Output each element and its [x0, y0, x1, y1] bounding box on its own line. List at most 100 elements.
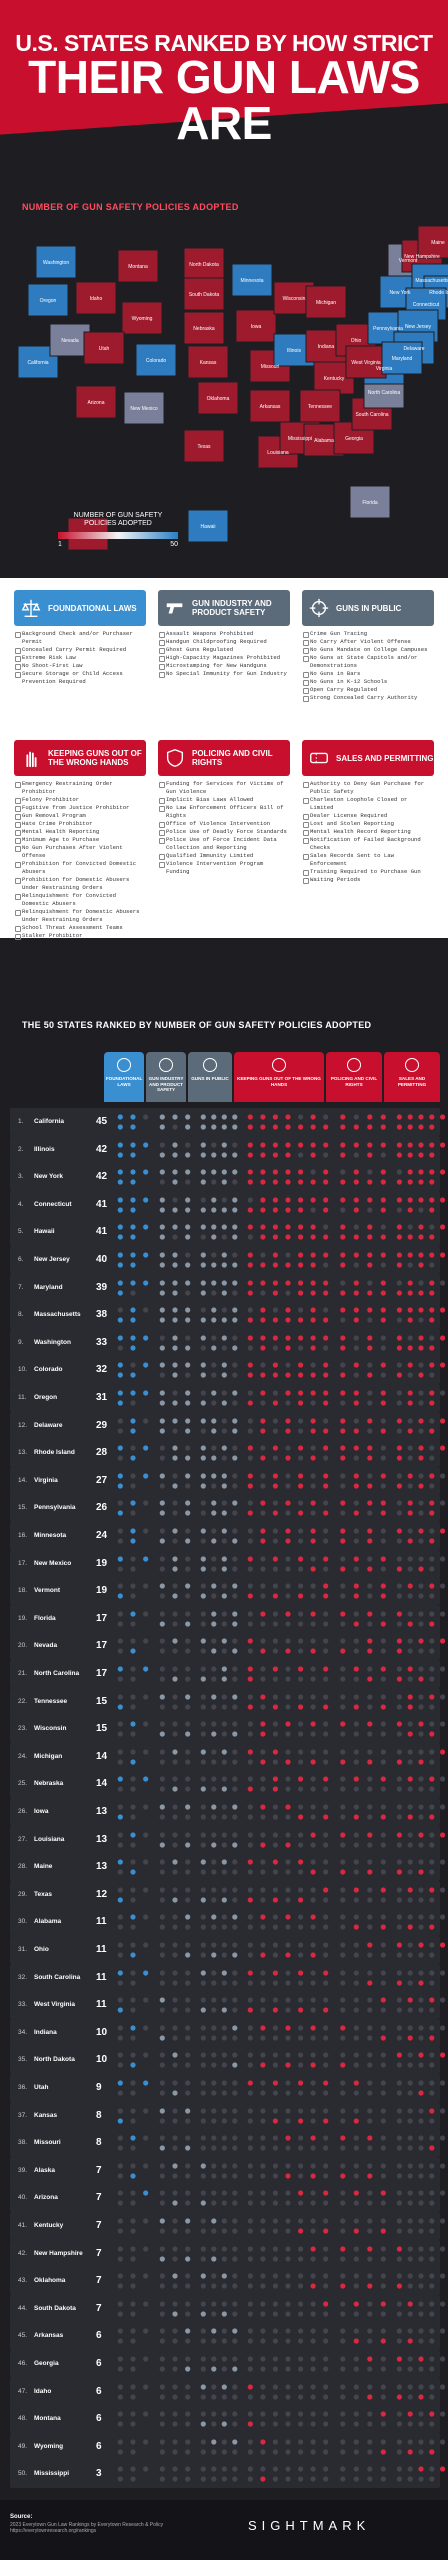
policy-dot — [272, 2449, 278, 2455]
policy-dot — [380, 1887, 386, 1893]
policy-dot — [353, 1427, 359, 1434]
policy-dot — [211, 2283, 217, 2289]
policy-dot — [285, 1565, 291, 1572]
policy-dot — [172, 1500, 178, 1506]
policy-dot — [418, 2476, 424, 2482]
policy-dot — [429, 1335, 435, 1341]
table-row: 12. Delaware 29 — [10, 1411, 446, 1440]
policy-dot — [380, 1335, 386, 1341]
policy-dot — [285, 1721, 291, 1727]
policy-dot — [172, 1749, 178, 1755]
state-label: Wyoming — [132, 316, 153, 322]
policy-count: 3 — [96, 2468, 102, 2480]
policy-dot — [172, 1455, 178, 1461]
policy-dot — [211, 1749, 217, 1755]
policy-dot — [221, 1400, 227, 1406]
policy-dot — [367, 2421, 373, 2427]
policy-dot — [130, 2466, 136, 2472]
policy-dot — [353, 1887, 359, 1893]
policy-dot — [380, 2218, 386, 2224]
policy-dot — [247, 2476, 253, 2482]
policy-dot — [200, 1390, 206, 1396]
policy-dot — [143, 1445, 149, 1451]
policy-dot — [247, 1979, 253, 1986]
policy-dots — [117, 1252, 446, 1268]
policy-dot — [310, 1169, 316, 1175]
policy-dot — [172, 1814, 178, 1820]
state-name: Idaho — [34, 2387, 52, 2395]
policy-dot — [367, 1252, 373, 1258]
policy-dot — [323, 1611, 329, 1617]
policy-dot — [285, 1593, 291, 1599]
policy-dot — [407, 1804, 413, 1810]
policy-dot — [117, 2080, 123, 2086]
title-line-1: U.S. STATES RANKED BY HOW STRICT — [15, 30, 433, 56]
policy-dot — [221, 2163, 227, 2169]
policy-item: Waiting Periods — [302, 876, 434, 884]
policy-dot — [367, 2163, 373, 2169]
policy-dot — [407, 2245, 413, 2252]
policy-dot — [260, 1749, 266, 1755]
policy-dot — [211, 2052, 217, 2058]
policy-dot — [380, 2476, 386, 2482]
policy-dot — [117, 2090, 123, 2096]
policy-dot — [232, 1445, 238, 1451]
policy-dot — [159, 1593, 165, 1599]
policy-dot — [353, 2062, 359, 2068]
policy-dot — [380, 1151, 386, 1158]
policy-dot — [247, 2449, 253, 2455]
policy-dot — [285, 2283, 291, 2289]
policy-dot — [117, 1924, 123, 1930]
policy-dot — [380, 2328, 386, 2334]
policy-dot — [440, 1528, 446, 1534]
policy-dots — [117, 1611, 446, 1627]
policy-count: 6 — [96, 2330, 102, 2342]
rank: 39. — [18, 2166, 28, 2174]
policy-dot — [429, 2449, 435, 2455]
policy-dot — [396, 2328, 402, 2334]
policy-dot — [211, 1841, 217, 1848]
policy-dot — [396, 2245, 402, 2252]
policy-dot — [200, 2062, 206, 2068]
policy-dot — [185, 1197, 191, 1203]
policy-dot — [260, 1666, 266, 1672]
rank: 40. — [18, 2194, 28, 2202]
policy-dot — [172, 2439, 178, 2445]
policy-dots — [117, 2439, 446, 2455]
policy-dot — [172, 2393, 178, 2400]
policy-dot — [172, 1666, 178, 1672]
policy-dots — [117, 2025, 446, 2041]
policy-dot — [310, 2283, 316, 2289]
table-row: 13. Rhode Island 28 — [10, 1439, 446, 1468]
policy-dot — [211, 1151, 217, 1158]
policy-dot — [285, 1262, 291, 1268]
policy-dot — [298, 1528, 304, 1534]
table-row: 24. Michigan 14 — [10, 1742, 446, 1771]
column-header-public: GUNS IN PUBLIC — [188, 1052, 232, 1102]
policy-dot — [396, 2411, 402, 2417]
rank: 26. — [18, 1808, 28, 1815]
policy-dot — [200, 1400, 206, 1406]
policy-count: 38 — [96, 1309, 108, 1321]
policy-dot — [407, 1528, 413, 1534]
policy-dot — [117, 1887, 123, 1893]
policy-dot — [159, 1676, 165, 1682]
policy-dots — [117, 1445, 446, 1461]
state-label: Nebraska — [193, 326, 215, 332]
policy-dot — [396, 1252, 402, 1258]
policy-dot — [285, 1224, 291, 1230]
category-sales-permitting: SALES AND PERMITTING Authority to Deny G… — [302, 740, 434, 884]
policy-dot — [367, 1207, 373, 1213]
policy-dot — [418, 2421, 424, 2427]
policy-dot — [159, 1483, 165, 1489]
policy-dot — [310, 2366, 316, 2372]
policy-dot — [200, 1749, 206, 1755]
policy-dots — [117, 1390, 446, 1406]
policy-dot — [143, 1583, 149, 1589]
policy-dot — [272, 1473, 278, 1479]
policy-dot — [418, 1593, 424, 1599]
policy-dot — [247, 1510, 253, 1516]
policy-dot — [298, 1759, 304, 1765]
policy-dot — [272, 1124, 278, 1130]
policy-dot — [298, 1179, 304, 1185]
